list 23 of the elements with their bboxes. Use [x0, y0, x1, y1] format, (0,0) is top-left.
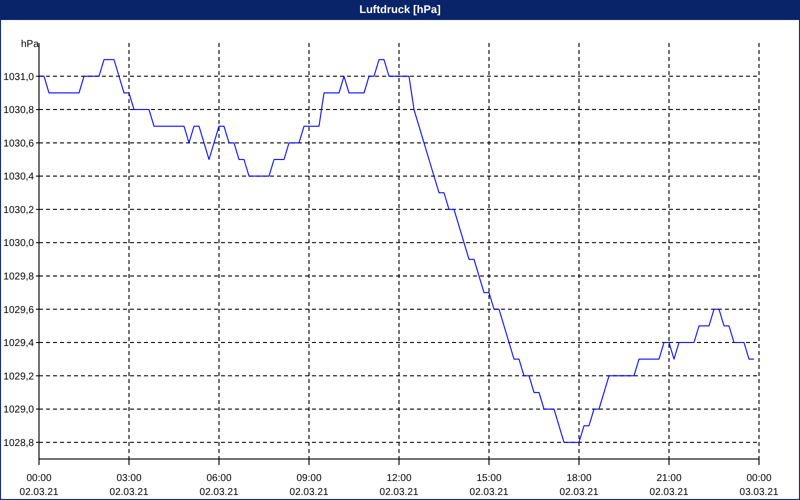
y-tick-label: 1030,8 [3, 105, 34, 116]
y-tick-label: 1029,0 [3, 404, 34, 416]
y-tick-label: 1030,2 [3, 204, 34, 216]
y-tick-label: 1029,6 [3, 304, 34, 316]
x-tick-label: 12:00 02.03.21 [380, 473, 419, 498]
x-tick-label: 03:00 02.03.21 [110, 473, 149, 498]
y-axis-title: hPa [21, 39, 39, 50]
x-tick-label: 15:00 02.03.21 [470, 473, 509, 498]
x-tick-label: 21:00 02.03.21 [650, 473, 689, 498]
y-tick-label: 1030,0 [3, 238, 34, 250]
x-tick-label: 18:00 02.03.21 [560, 473, 599, 498]
x-tick-label: 06:00 02.03.21 [200, 473, 239, 498]
y-tick-label: 1030,4 [3, 172, 34, 183]
x-tick-label: 09:00 02.03.21 [290, 473, 329, 498]
y-tick-label: 1030,6 [3, 138, 34, 150]
y-tick-label: 1029,2 [3, 371, 34, 382]
y-tick-label: 1028,8 [3, 438, 34, 449]
x-tick-label: 00:00 02.03.21 [20, 473, 59, 498]
chart-title: Luftdruck [hPa] [1, 1, 799, 20]
y-tick-label: 1029,8 [3, 272, 34, 283]
y-tick-label: 1029,4 [3, 338, 34, 350]
x-tick-label: 00:00 03.03.21 [740, 473, 779, 498]
y-tick-label: 1031,0 [3, 72, 34, 83]
